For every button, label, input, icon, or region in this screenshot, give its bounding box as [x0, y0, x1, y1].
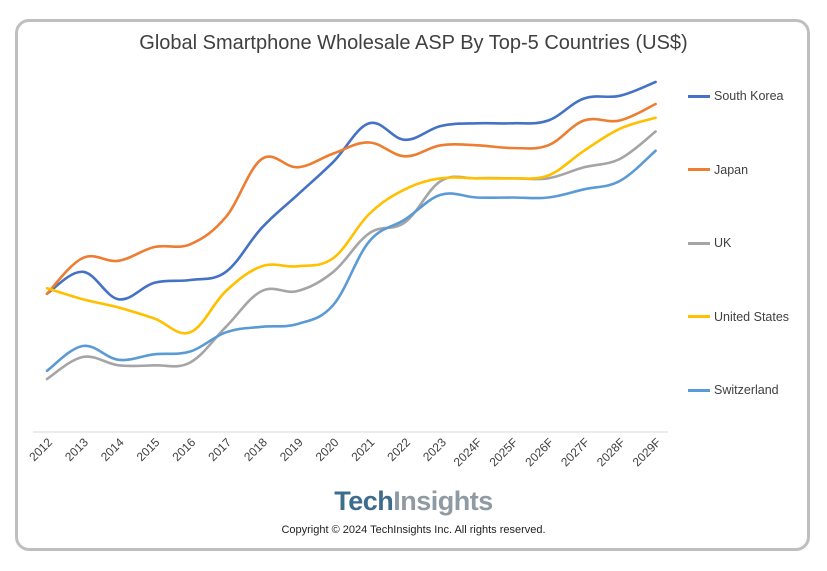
legend-swatch	[688, 315, 710, 318]
legend-label: United States	[714, 309, 790, 324]
legend-label: South Korea	[714, 89, 784, 103]
legend-item-switzerland: Switzerland	[688, 380, 779, 400]
legend-item-japan: Japan	[688, 160, 748, 180]
series-line-united-states	[45, 116, 657, 335]
x-tick-label: 2016	[170, 435, 199, 464]
x-tick-label: 2023	[420, 435, 449, 464]
x-tick-label: 2013	[62, 435, 91, 464]
x-tick-label: 2012	[26, 435, 55, 464]
x-tick-label: 2020	[313, 435, 342, 464]
series-line-south-korea	[45, 80, 657, 301]
copyright-notice: Copyright © 2024 TechInsights Inc. All r…	[281, 524, 546, 536]
series-line-switzerland	[45, 149, 657, 373]
legend-swatch	[688, 168, 710, 171]
legend-label: Japan	[714, 162, 749, 177]
x-tick-label: 2014	[98, 435, 127, 464]
legend-swatch	[688, 241, 710, 245]
legend-swatch	[688, 388, 710, 392]
x-tick-label: 2022	[384, 435, 413, 464]
x-tick-label: 2029F	[630, 435, 664, 469]
x-tick-label: 2019	[277, 435, 306, 464]
x-tick-label: 2028F	[594, 435, 628, 469]
x-tick-label: 2027F	[558, 435, 592, 469]
techinsights-logo: TechInsights	[334, 486, 493, 516]
chart-title: Global Smartphone Wholesale ASP By Top-5…	[139, 32, 688, 54]
legend-item-south-korea: South Korea	[688, 86, 784, 106]
series-line-uk	[45, 130, 657, 381]
x-tick-label: 2026F	[522, 435, 556, 469]
x-tick-label: 2021	[349, 435, 378, 464]
x-tick-label: 2025F	[487, 435, 521, 469]
legend-item-uk: UK	[688, 233, 731, 253]
series-line-japan	[45, 102, 657, 296]
legend-swatch	[688, 94, 710, 98]
x-tick-label: 2024F	[451, 435, 485, 469]
x-tick-label: 2017	[205, 435, 234, 464]
x-tick-label: 2015	[134, 435, 163, 464]
legend-item-united-states: United States	[688, 307, 789, 327]
x-tick-label: 2018	[241, 435, 270, 464]
legend-label: Switzerland	[714, 383, 779, 397]
legend-label: UK	[714, 236, 732, 250]
